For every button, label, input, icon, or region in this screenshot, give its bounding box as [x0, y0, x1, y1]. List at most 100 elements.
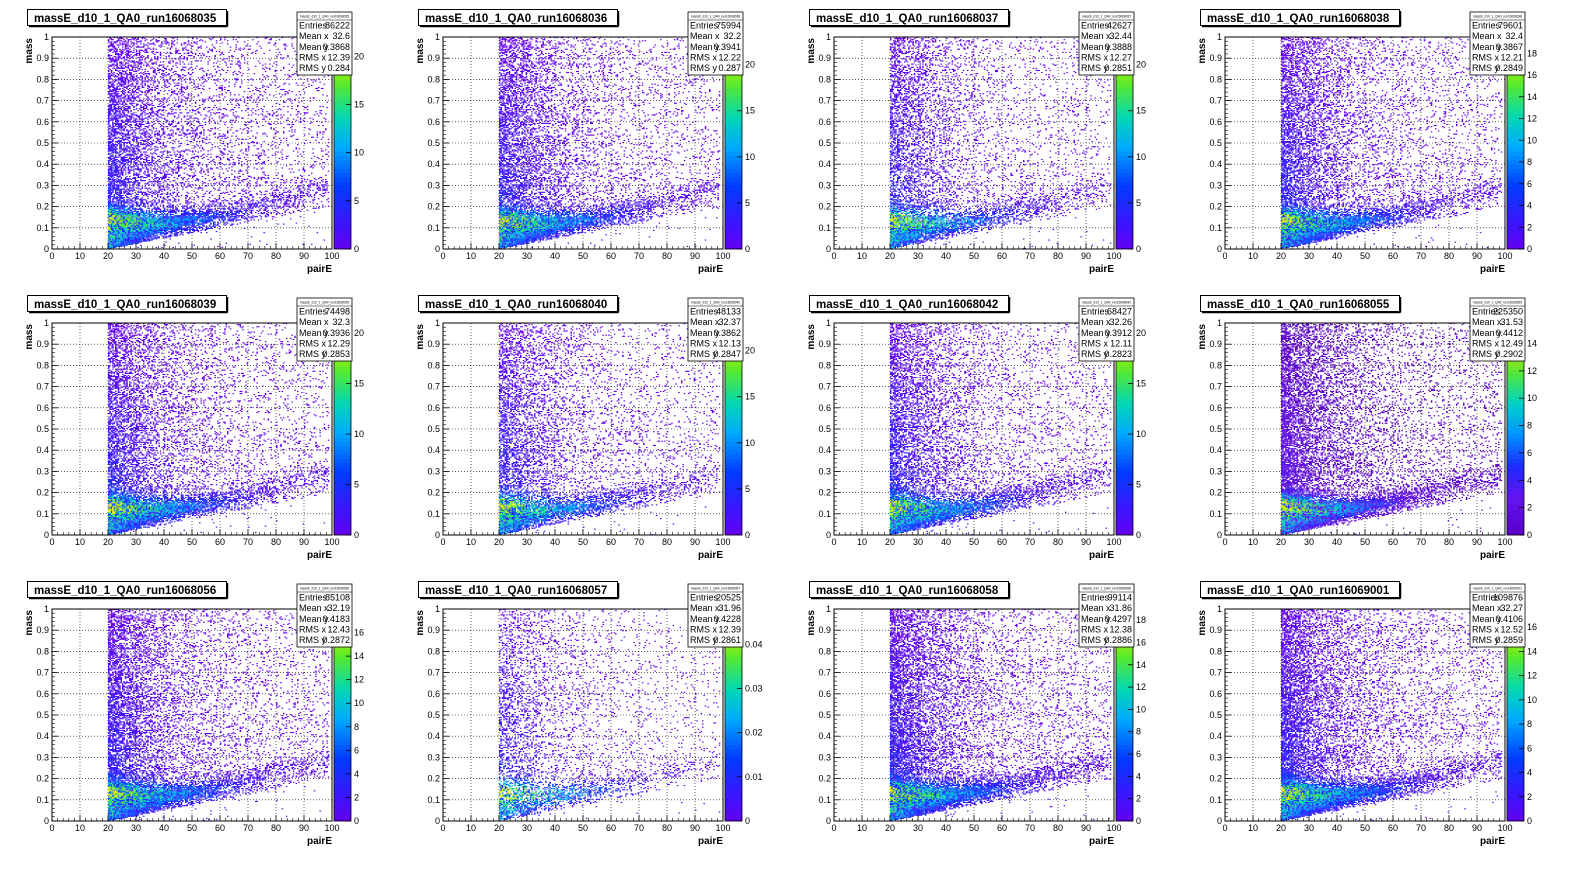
stats-value: 0.2853 — [322, 349, 350, 359]
x-tick-label: 10 — [466, 823, 476, 833]
x-tick-label: 80 — [1444, 823, 1454, 833]
y-tick-label: 0.6 — [818, 689, 831, 699]
stats-label: Mean x — [1081, 317, 1111, 327]
stats-value: 74498 — [325, 307, 350, 317]
x-tick-label: 100 — [715, 537, 730, 547]
x-tick-label: 80 — [271, 823, 281, 833]
stats-box: massE_d10_1_QA0_run16068035Entries86222M… — [297, 12, 352, 75]
palette-tick-label: 10 — [1527, 393, 1537, 403]
histogram-title: massE_d10_1_QA0_run16068038 — [1201, 10, 1401, 27]
stats-value: 12.52 — [1500, 624, 1523, 634]
x-axis-title: pairE — [698, 550, 723, 561]
palette-tick-label: 5 — [745, 484, 750, 494]
y-tick-label: 0.3 — [427, 752, 440, 762]
palette-tick-label: 2 — [1527, 503, 1532, 513]
stats-box: massE_d10_1_QA0_run16068057Entries20525M… — [688, 584, 743, 647]
palette-tick-label: 8 — [1136, 727, 1141, 737]
stats-box: massE_d10_1_QA0_run16068038Entries79601M… — [1470, 12, 1525, 75]
x-tick-label: 90 — [1081, 251, 1091, 261]
x-tick-label: 60 — [606, 251, 616, 261]
x-tick-label: 60 — [215, 823, 225, 833]
x-tick-label: 20 — [103, 823, 113, 833]
x-tick-label: 70 — [243, 537, 253, 547]
stats-label: RMS x — [299, 624, 327, 634]
y-tick-label: 0.3 — [818, 466, 831, 476]
palette-tick-label: 5 — [1136, 198, 1141, 208]
x-tick-label: 70 — [1416, 537, 1426, 547]
x-tick-label: 10 — [857, 823, 867, 833]
y-tick-label: 0.4 — [1209, 445, 1222, 455]
histogram-canvas: 0 10 20 30 40 50 60 70 80 90 100pairE00.10.20.30.4… — [391, 572, 786, 858]
y-tick-label: 0.8 — [1209, 646, 1222, 656]
palette-tick-label: 14 — [354, 651, 364, 661]
palette-tick-label: 14 — [1527, 339, 1537, 349]
stats-value: 0.284 — [327, 63, 350, 73]
histogram-pad: 0 10 20 30 40 50 60 70 80 90 100 pairE 0 0.1 0.2 0.3 0.4… — [1173, 572, 1568, 858]
y-axis-title: mass — [806, 38, 817, 64]
y-tick-label: 0 — [1217, 244, 1222, 254]
x-tick-label: 50 — [578, 537, 588, 547]
stats-box-header: massE_d10_1_QA0_run16068037 — [1082, 15, 1131, 19]
x-tick-label: 20 — [494, 537, 504, 547]
stats-value: 12.13 — [718, 338, 741, 348]
palette-tick-label: 4 — [1527, 201, 1532, 211]
palette-tick-label: 4 — [1527, 768, 1532, 778]
histogram-pad: 0 10 20 30 40 50 60 70 80 90 100 pairE 0 0.1 0.2 0.3 0.4… — [0, 0, 395, 286]
palette-tick-label: 0 — [354, 530, 359, 540]
x-tick-label: 10 — [75, 823, 85, 833]
stats-box-header: massE_d10_1_QA0_run16068057 — [691, 587, 740, 591]
y-tick-label: 0.5 — [36, 138, 49, 148]
x-tick-label: 90 — [1472, 823, 1482, 833]
y-tick-label: 0.6 — [427, 403, 440, 413]
y-tick-label: 0.6 — [427, 689, 440, 699]
stats-value: 0.3941 — [713, 42, 741, 52]
x-tick-label: 70 — [1025, 823, 1035, 833]
x-tick-label: 10 — [466, 251, 476, 261]
y-tick-label: 0.7 — [427, 382, 440, 392]
x-tick-label: 30 — [913, 823, 923, 833]
stats-value: 12.21 — [1500, 52, 1523, 62]
stats-value: 32.4 — [1505, 31, 1523, 41]
x-tick-label: 20 — [1276, 251, 1286, 261]
y-tick-label: 1 — [826, 604, 831, 614]
x-tick-label: 0 — [440, 537, 445, 547]
palette-tick-label: 12 — [1527, 366, 1537, 376]
palette-tick-label: 15 — [745, 106, 755, 116]
palette-tick-label: 2 — [1527, 792, 1532, 802]
x-axis-title: pairE — [698, 264, 723, 275]
x-tick-label: 0 — [49, 823, 54, 833]
stats-box-header: massE_d10_1_QA0_run16068038 — [1473, 15, 1522, 19]
x-tick-label: 50 — [187, 537, 197, 547]
palette-tick-label: 6 — [1527, 448, 1532, 458]
y-axis-title: mass — [806, 610, 817, 636]
x-axis-title: pairE — [307, 550, 332, 561]
stats-box-header: massE_d10_1_QA0_run16068042 — [1082, 301, 1131, 305]
x-tick-label: 90 — [299, 537, 309, 547]
histogram-title: massE_d10_1_QA0_run16068055 — [1201, 296, 1401, 313]
palette-tick-label: 14 — [1527, 92, 1537, 102]
stats-value: 42627 — [1107, 21, 1132, 31]
stats-value: 32.3 — [332, 317, 350, 327]
stats-value: 0.4183 — [322, 614, 350, 624]
y-tick-label: 0.5 — [818, 710, 831, 720]
y-tick-label: 0.1 — [818, 509, 831, 519]
y-axis-title: mass — [24, 610, 35, 636]
palette-tick-label: 8 — [1527, 157, 1532, 167]
histogram-canvas: 0 10 20 30 40 50 60 70 80 90 100pairE00.10.20.30.4… — [1173, 286, 1568, 572]
y-tick-label: 0.9 — [1209, 339, 1222, 349]
stats-label: RMS x — [1472, 338, 1500, 348]
stats-label: Entries — [299, 21, 328, 31]
x-tick-label: 20 — [885, 823, 895, 833]
x-tick-label: 0 — [1222, 823, 1227, 833]
stats-label: RMS x — [1081, 624, 1109, 634]
stats-value: 31.53 — [1500, 317, 1523, 327]
y-tick-label: 1 — [435, 32, 440, 42]
x-tick-label: 10 — [75, 251, 85, 261]
y-tick-label: 0.3 — [1209, 752, 1222, 762]
palette-tick-label: 6 — [1527, 743, 1532, 753]
palette-tick-label: 10 — [745, 438, 755, 448]
y-tick-label: 0.7 — [427, 96, 440, 106]
y-tick-label: 0.9 — [818, 625, 831, 635]
stats-label: Mean x — [299, 603, 329, 613]
y-tick-label: 0.1 — [1209, 795, 1222, 805]
